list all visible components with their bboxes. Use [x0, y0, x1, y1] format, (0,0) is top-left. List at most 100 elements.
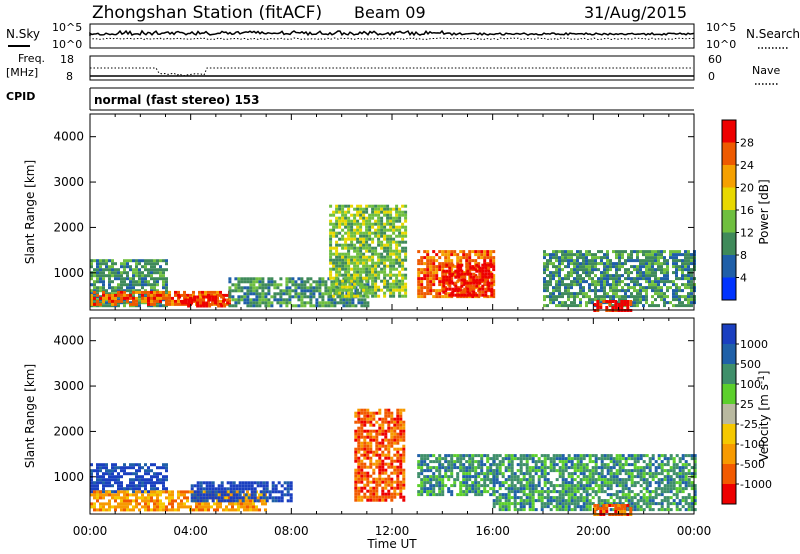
heatmap-cell	[150, 481, 153, 485]
heatmap-cell	[90, 265, 93, 269]
heatmap-cell	[341, 267, 345, 271]
heatmap-cell	[513, 478, 517, 482]
heatmap-cell	[231, 502, 234, 506]
heatmap-cell	[426, 277, 430, 281]
heatmap-cell	[327, 295, 331, 299]
heatmap-cell	[399, 423, 403, 427]
heatmap-cell	[389, 294, 393, 298]
heatmap-cell	[357, 414, 361, 418]
heatmap-cell	[585, 271, 588, 275]
heatmap-cell	[561, 262, 564, 266]
heatmap-cell	[639, 472, 643, 476]
heatmap-cell	[555, 454, 559, 458]
heatmap-cell	[522, 493, 526, 497]
heatmap-cell	[528, 508, 532, 512]
heatmap-cell	[423, 460, 427, 464]
heatmap-cell	[401, 237, 405, 241]
heatmap-cell	[368, 249, 372, 253]
heatmap-cell	[387, 462, 391, 466]
heatmap-cell	[268, 493, 272, 497]
heatmap-cell	[341, 258, 345, 262]
heatmap-cell	[519, 457, 523, 461]
heatmap-cell	[591, 487, 595, 491]
heatmap-cell	[315, 280, 319, 284]
heatmap-cell	[456, 493, 460, 497]
heatmap-cell	[105, 274, 108, 278]
heatmap-cell	[246, 505, 249, 509]
heatmap-cell	[354, 450, 358, 454]
heatmap-cell	[357, 498, 361, 502]
heatmap-cell	[383, 261, 387, 265]
heatmap-cell	[609, 475, 613, 479]
heatmap-cell	[259, 496, 263, 500]
heatmap-cell	[591, 466, 595, 470]
heatmap-cell	[609, 274, 612, 278]
heatmap-cell	[549, 283, 552, 287]
heatmap-cell	[354, 456, 358, 460]
heatmap-cell	[93, 493, 96, 497]
heatmap-cell	[438, 484, 442, 488]
heatmap-cell	[324, 280, 328, 284]
noise-tick-bottom-left: 10^0	[52, 38, 82, 51]
heatmap-cell	[195, 502, 198, 506]
heatmap-cell	[564, 469, 568, 473]
heatmap-cell	[306, 295, 310, 299]
heatmap-cell	[594, 469, 598, 473]
heatmap-cell	[99, 280, 102, 284]
heatmap-cell	[381, 468, 385, 472]
heatmap-cell	[429, 481, 433, 485]
heatmap-cell	[543, 262, 546, 266]
heatmap-cell	[609, 502, 613, 506]
heatmap-cell	[371, 213, 375, 217]
heatmap-cell	[273, 286, 277, 290]
heatmap-cell	[156, 259, 159, 263]
heatmap-cell	[636, 466, 640, 470]
heatmap-cell	[450, 262, 454, 266]
heatmap-cell	[648, 256, 651, 260]
heatmap-cell	[597, 289, 600, 293]
heatmap-cell	[519, 481, 523, 485]
heatmap-cell	[540, 493, 544, 497]
heatmap-cell	[141, 299, 144, 303]
heatmap-cell	[429, 271, 433, 275]
heatmap-cell	[626, 303, 630, 306]
heatmap-cell	[232, 481, 236, 485]
heatmap-cell	[453, 253, 457, 257]
heatmap-cell	[111, 496, 114, 500]
heatmap-cell	[573, 298, 576, 302]
heatmap-cell	[657, 268, 660, 272]
heatmap-cell	[93, 286, 96, 290]
heatmap-cell	[447, 490, 451, 494]
heatmap-cell	[543, 280, 546, 284]
heatmap-cell	[573, 484, 577, 488]
heatmap-cell	[353, 219, 357, 223]
heatmap-cell	[567, 460, 571, 464]
heatmap-cell	[353, 261, 357, 265]
heatmap-cell	[477, 472, 481, 476]
heatmap-cell	[672, 253, 675, 257]
heatmap-cell	[504, 478, 508, 482]
heatmap-cell	[344, 270, 348, 274]
heatmap-cell	[216, 290, 219, 294]
heatmap-cell	[555, 463, 559, 467]
heatmap-cell	[144, 508, 147, 512]
heatmap-cell	[513, 499, 517, 503]
heatmap-cell	[392, 219, 396, 223]
heatmap-cell	[627, 499, 631, 503]
heatmap-cell	[666, 265, 669, 269]
heatmap-cell	[417, 475, 421, 479]
heatmap-cell	[618, 502, 622, 506]
heatmap-cell	[369, 498, 373, 502]
heatmap-cell	[390, 414, 394, 418]
heatmap-cell	[338, 273, 342, 277]
heatmap-cell	[582, 505, 586, 509]
heatmap-cell	[429, 493, 433, 497]
heatmap-cell	[465, 481, 469, 485]
heatmap-cell	[399, 417, 403, 421]
heatmap-cell	[184, 301, 188, 305]
heatmap-cell	[228, 508, 231, 512]
heatmap-cell	[99, 502, 102, 506]
heatmap-cell	[463, 275, 467, 279]
heatmap-cell	[489, 463, 493, 467]
heatmap-cell	[629, 303, 633, 306]
